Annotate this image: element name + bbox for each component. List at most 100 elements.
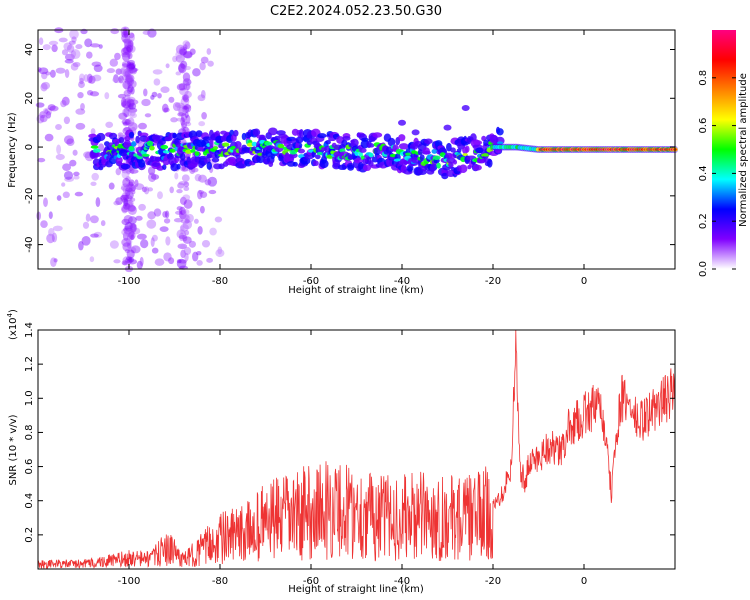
heat-blob <box>127 84 134 93</box>
heat-blob <box>126 60 131 68</box>
heat-blob <box>201 111 207 120</box>
x-tick-label: -40 <box>394 576 410 587</box>
heat-blob <box>121 52 132 58</box>
heat-blob <box>175 71 182 76</box>
heat-blob <box>176 258 187 269</box>
heat-blob <box>63 135 74 145</box>
heat-blob <box>123 38 130 45</box>
heat-blob <box>130 245 141 254</box>
heat-blob <box>200 90 206 99</box>
heat-blob <box>128 102 137 110</box>
heat-blob <box>55 123 62 131</box>
heat-blob <box>473 164 482 171</box>
heat-blob <box>108 182 115 190</box>
heat-blob <box>193 218 199 224</box>
heat-blob <box>129 222 137 229</box>
heat-blob <box>175 54 185 63</box>
heat-blob <box>251 141 258 147</box>
heat-blob <box>49 69 56 78</box>
heat-blob <box>128 131 135 139</box>
heat-blob <box>184 41 191 50</box>
heat-blob <box>121 218 130 226</box>
heat-blob <box>127 66 138 74</box>
heat-blob <box>48 40 59 46</box>
heat-blob <box>55 67 66 74</box>
heat-blob <box>151 234 158 242</box>
heat-blob <box>113 200 120 206</box>
heat-blob <box>122 231 129 241</box>
heat-blob <box>89 215 99 224</box>
heat-blob <box>64 69 70 78</box>
heat-blob <box>179 206 186 216</box>
heat-blob <box>104 92 110 100</box>
heat-blob <box>81 236 91 246</box>
heat-blob <box>178 181 188 186</box>
heat-blob <box>127 256 133 263</box>
heat-blob <box>82 221 90 229</box>
heat-blob <box>90 181 97 186</box>
heat-blob <box>178 82 188 91</box>
heat-blob <box>128 179 135 186</box>
bottom-x-axis-label: Height of straight line (km) <box>288 584 424 595</box>
heat-blob <box>173 217 184 223</box>
heat-blob <box>123 29 129 39</box>
heat-blob <box>124 45 130 50</box>
heat-blob <box>56 195 62 201</box>
heat-blob <box>217 246 223 255</box>
heat-blob <box>288 152 298 159</box>
heat-blob <box>124 221 133 232</box>
x-tick-label: -100 <box>118 576 141 587</box>
heat-blob <box>152 69 163 75</box>
heat-blob <box>178 235 187 240</box>
heat-blob <box>192 68 201 77</box>
heat-blob <box>126 62 136 70</box>
heat-blob <box>424 138 433 145</box>
snr-scale-label: (x104) <box>6 309 19 340</box>
x-tick-label: -20 <box>485 276 501 287</box>
heat-blob <box>38 67 49 75</box>
heat-blob <box>122 121 130 126</box>
heat-blob <box>123 198 129 207</box>
heat-blob <box>181 208 190 215</box>
heat-blob <box>182 105 190 114</box>
heat-blob <box>319 159 329 169</box>
heat-blob <box>176 229 186 239</box>
heat-blob <box>123 227 133 232</box>
heat-blob <box>60 99 67 108</box>
heat-blob <box>124 98 135 108</box>
heat-blob <box>127 204 136 212</box>
heat-blob <box>496 128 504 136</box>
heat-blob <box>176 206 183 211</box>
top-x-ticks: -100 -80 -60 -40 -20 0 <box>118 30 587 287</box>
heat-blob <box>291 128 299 136</box>
heat-blob <box>35 102 45 108</box>
heat-blob <box>48 211 53 220</box>
heat-blob <box>120 194 129 202</box>
heat-blob <box>184 229 190 236</box>
heat-blob <box>190 149 196 153</box>
heat-blob <box>185 114 191 124</box>
heat-blob <box>90 233 99 238</box>
snr-series-line <box>37 329 676 570</box>
heat-blob <box>95 197 101 208</box>
heat-blob <box>124 77 133 84</box>
heat-blob <box>127 99 132 105</box>
colorbar-ticks: 0.0 0.2 0.4 0.6 0.8 <box>698 70 736 277</box>
heat-blob <box>46 233 55 244</box>
heat-blob <box>183 77 190 85</box>
heat-blob <box>130 246 137 254</box>
heat-blob <box>200 56 209 64</box>
heat-blob <box>58 37 68 43</box>
heat-blob <box>91 172 99 181</box>
heat-blob <box>183 199 193 209</box>
heat-blob <box>234 140 242 149</box>
heat-blob <box>176 104 184 112</box>
heat-blob <box>42 44 51 51</box>
heat-blob <box>123 107 130 118</box>
heat-blob <box>96 152 102 157</box>
heat-blob <box>66 44 75 53</box>
heat-blob <box>126 64 136 71</box>
spectrogram-frame <box>37 29 676 270</box>
heat-blob <box>458 164 468 174</box>
heat-blob <box>127 52 133 60</box>
